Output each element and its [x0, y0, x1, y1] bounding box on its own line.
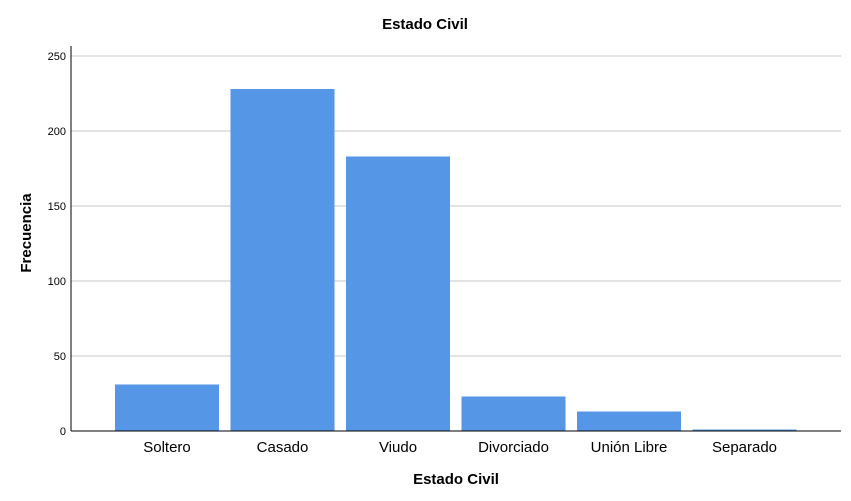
x-tick-label: Divorciado	[478, 439, 549, 456]
y-tick-label: 100	[48, 276, 66, 288]
bars	[115, 89, 797, 431]
y-tick-labels: 0 50 100 150 200 250	[48, 51, 66, 438]
gridlines	[71, 55, 841, 357]
chart-title: Estado Civil	[382, 16, 468, 33]
bar-separado	[692, 429, 797, 431]
bar-viudo	[346, 156, 450, 431]
x-axis-title: Estado Civil	[413, 471, 499, 488]
y-tick-label: 150	[48, 201, 66, 213]
x-tick-label: Casado	[257, 439, 309, 456]
y-tick-label: 50	[54, 351, 66, 363]
y-axis-title: Frecuencia	[18, 193, 35, 273]
y-tick-label: 0	[60, 426, 66, 438]
y-tick-label: 250	[48, 51, 66, 63]
bar-soltero	[115, 384, 219, 431]
bar-casado	[230, 89, 335, 431]
axes	[70, 46, 841, 432]
x-tick-label: Soltero	[143, 439, 191, 456]
x-tick-label: Viudo	[379, 439, 417, 456]
bar-uni-n-libre	[577, 411, 681, 431]
bar-divorciado	[461, 396, 566, 431]
x-tick-labels: Soltero Casado Viudo Divorciado Unión Libre S…	[143, 439, 777, 456]
x-tick-label: Unión Libre	[591, 439, 668, 456]
y-tick-label: 200	[48, 126, 66, 138]
x-tick-label: Separado	[712, 439, 777, 456]
